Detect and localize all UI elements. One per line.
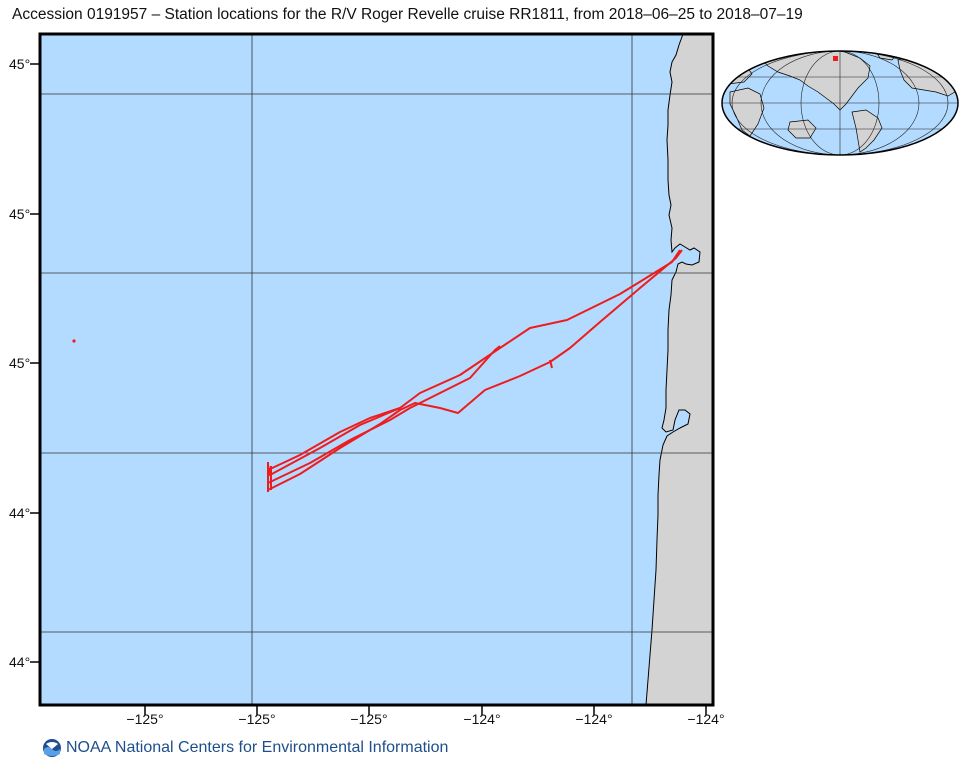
inset-south-america [851,109,883,153]
lon-label-1: −125° [126,711,163,727]
track-loiter [549,359,553,369]
inset-location-marker [833,56,838,61]
lon-label-3: −125° [350,711,387,727]
noaa-logo-icon [43,739,61,757]
world-locator-inset [721,50,959,156]
main-map: 45° 45° 45° 44° 44° −125° −125° −125° −1… [9,32,725,727]
lat-label-2: 45° [9,206,30,222]
footer: NOAA National Centers for Environmental … [42,738,448,758]
track-leg-1 [267,249,681,476]
inset-north-america [759,51,871,111]
inset-frame [721,50,959,156]
map-title: Accession 0191957 – Station locations fo… [12,6,803,23]
lon-label-2: −125° [238,711,275,727]
lat-label-3: 45° [9,355,30,371]
track-leg-4 [267,407,401,471]
lat-label-1: 45° [9,56,30,72]
coastline-land [645,33,714,706]
cruise-track [267,249,683,492]
grid-lines [40,34,713,705]
lon-label-6: −124° [687,711,724,727]
axis-ticks [30,63,707,715]
ocean-area [40,34,713,705]
lat-label-5: 44° [9,654,30,670]
station-point [72,339,76,343]
lon-label-5: −124° [575,711,612,727]
lon-label-4: −124° [463,711,500,727]
track-leg-3 [267,345,501,484]
map-frame [38,32,715,707]
lat-label-4: 44° [9,505,30,521]
footer-text: NOAA National Centers for Environmental … [66,739,449,756]
